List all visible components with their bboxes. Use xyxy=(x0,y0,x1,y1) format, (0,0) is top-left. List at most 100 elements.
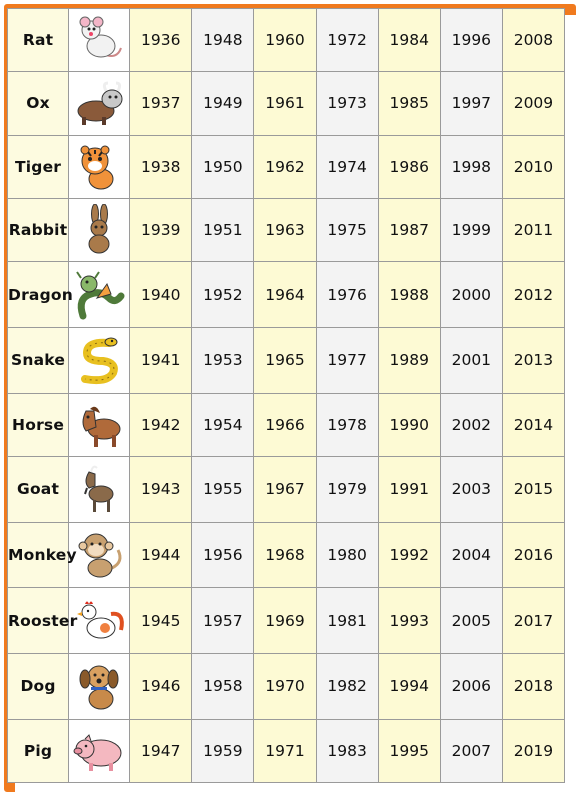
year-cell: 1982 xyxy=(315,652,379,720)
animal-name: Horse xyxy=(6,392,70,457)
year-cell: 2017 xyxy=(501,587,566,654)
year-cell: 1986 xyxy=(377,134,441,199)
year-cell: 1980 xyxy=(315,521,379,589)
year-cell: 2014 xyxy=(501,392,566,457)
rooster-icon xyxy=(68,587,131,654)
table-row: Rabbit 1939 1951 1963 1975 1987 1999 2011 xyxy=(6,197,566,263)
year-cell: 1973 xyxy=(315,71,379,136)
year-cell: 2007 xyxy=(439,718,503,784)
year-cell: 1994 xyxy=(377,652,441,720)
tiger-icon xyxy=(68,134,131,199)
animal-name: Dragon xyxy=(6,261,73,328)
year-cell: 1937 xyxy=(129,71,193,136)
table-row: Tiger 1938 1950 1962 1974 1986 1998 2010 xyxy=(6,134,566,199)
year-cell: 2000 xyxy=(439,261,503,328)
year-cell: 2012 xyxy=(501,261,566,328)
year-cell: 2011 xyxy=(501,197,566,263)
year-cell: 1948 xyxy=(191,7,255,73)
year-cell: 1977 xyxy=(315,326,379,394)
year-cell: 2016 xyxy=(501,521,566,589)
year-cell: 1960 xyxy=(253,7,317,73)
animal-name: Rabbit xyxy=(6,197,70,263)
year-cell: 1947 xyxy=(129,718,193,784)
year-cell: 1967 xyxy=(253,455,317,523)
table-row: Horse 1942 1954 1966 1978 1990 2002 2014 xyxy=(6,392,566,457)
year-cell: 1944 xyxy=(129,521,193,589)
year-cell: 1990 xyxy=(377,392,441,457)
year-cell: 1996 xyxy=(439,7,503,73)
animal-name: Ox xyxy=(6,71,70,136)
year-cell: 1941 xyxy=(129,326,193,394)
year-cell: 1956 xyxy=(191,521,255,589)
pig-icon xyxy=(68,718,131,784)
year-cell: 2018 xyxy=(501,652,566,720)
year-cell: 1968 xyxy=(253,521,317,589)
year-cell: 1971 xyxy=(253,718,317,784)
animal-name: Snake xyxy=(6,326,70,394)
animal-name: Dog xyxy=(6,652,70,720)
year-cell: 1972 xyxy=(315,7,379,73)
animal-name: Pig xyxy=(6,718,70,784)
year-cell: 1997 xyxy=(439,71,503,136)
year-cell: 1940 xyxy=(129,261,193,328)
year-cell: 1959 xyxy=(191,718,255,784)
year-cell: 1988 xyxy=(377,261,441,328)
year-cell: 1958 xyxy=(191,652,255,720)
zodiac-table-body: Rat 1936 1948 1960 1972 1984 1996 2008 Ox 1937 194… xyxy=(6,7,566,784)
year-cell: 2002 xyxy=(439,392,503,457)
year-cell: 1995 xyxy=(377,718,441,784)
year-cell: 1975 xyxy=(315,197,379,263)
year-cell: 1984 xyxy=(377,7,441,73)
year-cell: 2008 xyxy=(501,7,566,73)
year-cell: 1963 xyxy=(253,197,317,263)
rabbit-icon xyxy=(68,197,131,263)
year-cell: 1983 xyxy=(315,718,379,784)
year-cell: 1951 xyxy=(191,197,255,263)
year-cell: 2013 xyxy=(501,326,566,394)
year-cell: 1985 xyxy=(377,71,441,136)
year-cell: 2003 xyxy=(439,455,503,523)
year-cell: 2019 xyxy=(501,718,566,784)
table-row: Rooster 1945 1957 1969 1981 1993 2005 2017 xyxy=(6,587,566,654)
year-cell: 1987 xyxy=(377,197,441,263)
year-cell: 1979 xyxy=(315,455,379,523)
goat-icon xyxy=(68,455,131,523)
year-cell: 2015 xyxy=(501,455,566,523)
table-row: Rat 1936 1948 1960 1972 1984 1996 2008 xyxy=(6,7,566,73)
year-cell: 1952 xyxy=(191,261,255,328)
year-cell: 2006 xyxy=(439,652,503,720)
year-cell: 2010 xyxy=(501,134,566,199)
year-cell: 1966 xyxy=(253,392,317,457)
dragon-icon xyxy=(68,261,131,328)
animal-name: Monkey xyxy=(6,521,77,589)
table-row: Pig 1947 1959 1971 1983 1995 2007 2019 xyxy=(6,718,566,784)
year-cell: 1946 xyxy=(129,652,193,720)
year-cell: 1945 xyxy=(129,587,193,654)
year-cell: 1938 xyxy=(129,134,193,199)
animal-name: Goat xyxy=(6,455,70,523)
year-cell: 1970 xyxy=(253,652,317,720)
year-cell: 1993 xyxy=(377,587,441,654)
year-cell: 1981 xyxy=(315,587,379,654)
year-cell: 1942 xyxy=(129,392,193,457)
year-cell: 1955 xyxy=(191,455,255,523)
year-cell: 1978 xyxy=(315,392,379,457)
year-cell: 1950 xyxy=(191,134,255,199)
snake-icon xyxy=(68,326,131,394)
year-cell: 1962 xyxy=(253,134,317,199)
animal-name: Rat xyxy=(6,7,70,73)
year-cell: 1957 xyxy=(191,587,255,654)
year-cell: 1992 xyxy=(377,521,441,589)
year-cell: 1939 xyxy=(129,197,193,263)
year-cell: 2004 xyxy=(439,521,503,589)
year-cell: 2009 xyxy=(501,71,566,136)
year-cell: 1953 xyxy=(191,326,255,394)
year-cell: 1989 xyxy=(377,326,441,394)
year-cell: 1976 xyxy=(315,261,379,328)
table-row: Ox 1937 1949 1961 1973 1985 1997 2009 xyxy=(6,71,566,136)
animal-name: Tiger xyxy=(6,134,70,199)
year-cell: 1954 xyxy=(191,392,255,457)
table-row: Dog 1946 1958 1970 1982 1994 2006 2018 xyxy=(6,652,566,720)
rat-icon xyxy=(68,7,131,73)
table-row: Snake 1941 1953 1965 1977 1989 2001 2013 xyxy=(6,326,566,394)
